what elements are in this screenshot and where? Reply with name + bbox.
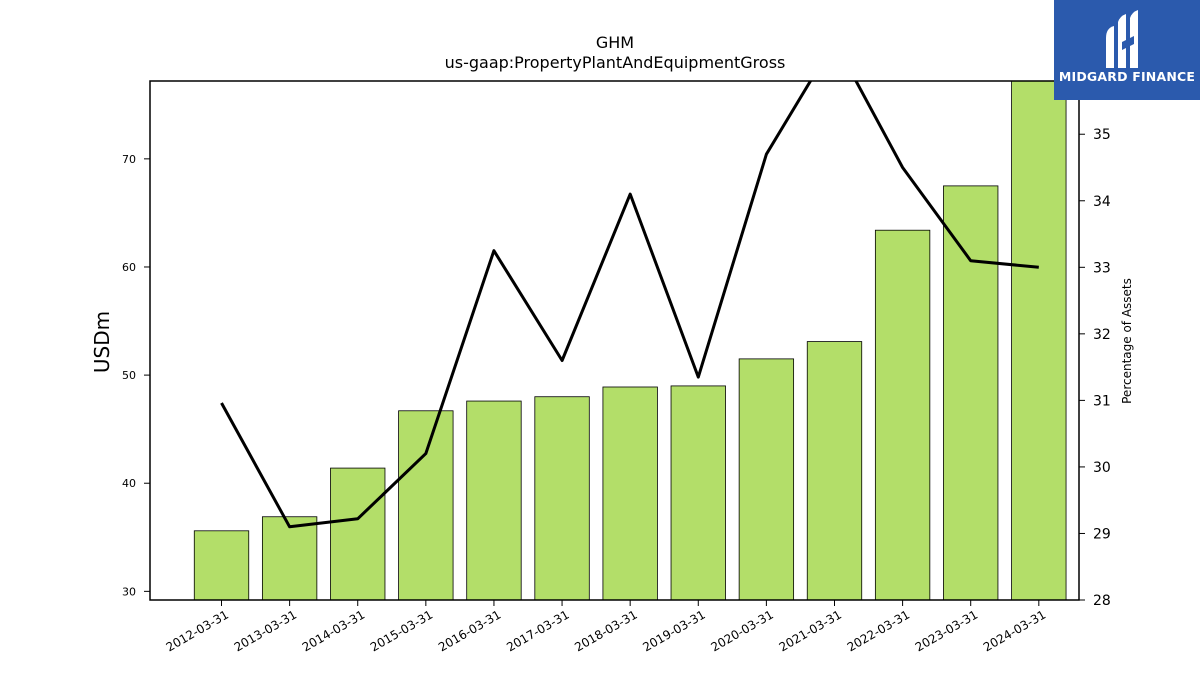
x-tick-label: 2016-03-31 (436, 607, 503, 654)
bar (602, 386, 658, 601)
bar (398, 410, 454, 601)
x-tick-label: 2012-03-31 (164, 607, 231, 654)
y2-tick-label: 34 (1093, 194, 1111, 210)
bar (261, 516, 318, 601)
y2-tick-label: 29 (1093, 526, 1111, 542)
y-tick-label: 70 (122, 153, 136, 166)
line-series (220, 81, 1039, 529)
y2-tick-label: 31 (1093, 393, 1111, 409)
y2-tick-label: 30 (1093, 460, 1111, 476)
y-tick-label: 60 (122, 261, 136, 274)
y-tick-label: 30 (122, 585, 136, 598)
bar (193, 530, 250, 601)
y2-tick-label: 28 (1093, 593, 1111, 609)
line-series-path (220, 81, 1039, 529)
bar (670, 385, 726, 601)
x-tick-label: 2024-03-31 (981, 607, 1048, 654)
bar (943, 185, 999, 601)
chart-title: GHM (596, 33, 634, 52)
x-tick-label: 2015-03-31 (368, 607, 435, 654)
y2-tick-label: 35 (1093, 127, 1111, 143)
y2-axis-label: Percentage of Assets (1120, 278, 1134, 404)
x-tick-label: 2018-03-31 (572, 607, 639, 654)
brand-logo: MIDGARD FINANCE (1054, 0, 1200, 100)
bar (466, 400, 522, 601)
bar (874, 229, 931, 601)
y2-tick-label: 33 (1093, 260, 1111, 276)
y-axis-label: USDm (90, 311, 114, 373)
x-tick-label: 2013-03-31 (232, 607, 299, 654)
midgard-logo-icon (1106, 10, 1138, 68)
x-tick-label: 2019-03-31 (640, 607, 707, 654)
bar (330, 467, 386, 601)
bar (738, 358, 795, 601)
plot-frame (149, 80, 1080, 601)
x-tick-label: 2014-03-31 (300, 607, 367, 654)
y2-tick-label: 32 (1093, 327, 1111, 343)
bar (806, 341, 863, 601)
y-tick-label: 50 (122, 369, 136, 382)
bar-series (193, 80, 1067, 601)
x-tick-label: 2021-03-31 (777, 607, 844, 654)
chart-subtitle: us-gaap:PropertyPlantAndEquipmentGross (445, 53, 786, 72)
y-tick-label: 40 (122, 477, 136, 490)
x-tick-label: 2023-03-31 (913, 607, 980, 654)
x-tick-label: 2020-03-31 (708, 607, 775, 654)
x-tick-label: 2017-03-31 (504, 607, 571, 654)
bar (534, 396, 590, 601)
bar (1011, 80, 1067, 601)
x-tick-label: 2022-03-31 (845, 607, 912, 654)
logo-text: MIDGARD FINANCE (1058, 69, 1196, 84)
